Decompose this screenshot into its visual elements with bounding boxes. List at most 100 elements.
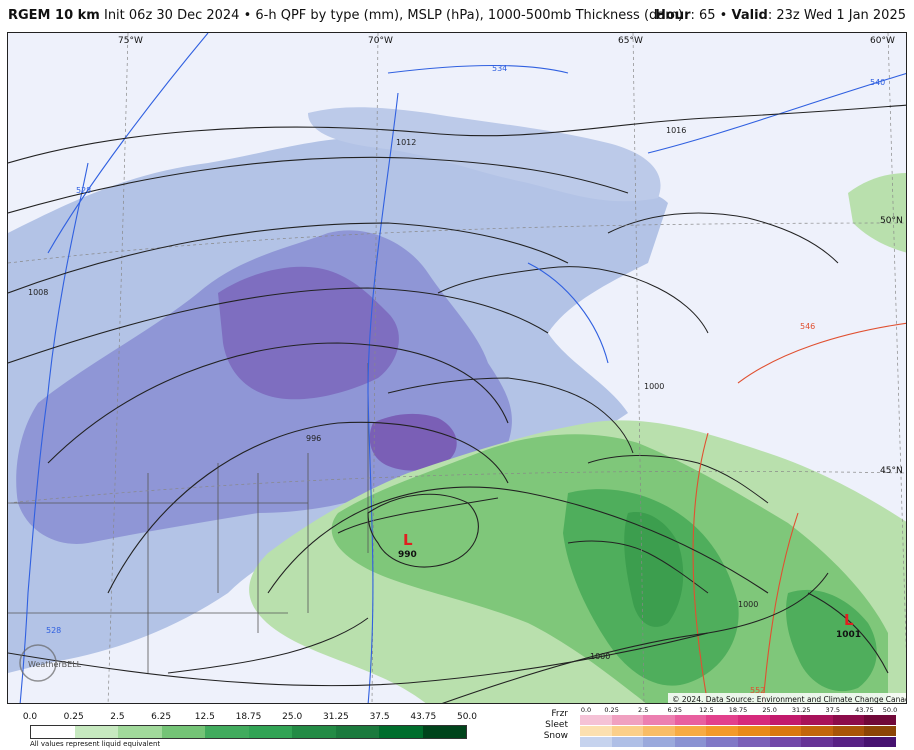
ptype-tick-label: 2.5 [638, 706, 649, 714]
model-name: RGEM 10 km [8, 8, 100, 23]
ptype-bar-snow [580, 737, 896, 747]
thickness-label: 534 [492, 64, 507, 73]
qpf-color-swatch [379, 726, 423, 738]
ptype-bar-frzr [580, 715, 896, 725]
map-canvas: 75°W 70°W 65°W 60°W 50°N 45°N 1012 1016 … [8, 33, 907, 704]
qpf-color-swatch [248, 726, 292, 738]
ptype-color-swatch [769, 726, 802, 736]
isobar-labels: 1012 1016 1008 996 1000 1000 1000 [28, 126, 758, 661]
low-letter: L [403, 531, 413, 549]
qpf-tick-label: 25.0 [282, 712, 303, 722]
ptype-color-swatch [801, 737, 833, 747]
ptype-color-swatch [706, 715, 738, 725]
qpf-color-swatch [74, 726, 118, 738]
qpf-tick-label: 37.5 [369, 712, 390, 722]
qpf-color-swatch [335, 726, 379, 738]
thickness-labels-warm: 546 552 [750, 322, 815, 695]
ptype-tick-label: 6.25 [667, 706, 683, 714]
ptype-label-frzr: Frzr [551, 709, 568, 719]
snow-area-heavy-2 [369, 413, 457, 471]
low-pressure-center-1001: L 1001 [836, 611, 861, 640]
ptype-tick-label: 12.5 [699, 706, 714, 714]
ptype-color-swatch [643, 737, 675, 747]
qpf-note: All values represent liquid equivalent [30, 740, 161, 748]
ptype-color-swatch [769, 737, 802, 747]
ptype-color-swatch [674, 726, 707, 736]
thickness-label: 528 [76, 186, 91, 195]
qpf-tick-label: 43.75 [410, 712, 437, 722]
thickness-blue [19, 33, 906, 703]
ptype-color-swatch [832, 715, 865, 725]
ptype-color-swatch [706, 737, 738, 747]
rain-area-light-east [848, 173, 906, 253]
qpf-tick-label: 0.25 [63, 712, 84, 722]
low-pressure-value: 990 [398, 550, 417, 560]
isobar-label: 1016 [666, 126, 686, 135]
graticule-labels: 75°W 70°W 65°W 60°W 50°N 45°N [118, 36, 903, 476]
ptype-color-swatch [801, 715, 833, 725]
qpf-color-swatch [31, 726, 75, 738]
ptype-color-swatch [580, 737, 612, 747]
qpf-tick-label: 31.25 [323, 712, 349, 722]
isobar-label: 1000 [644, 382, 664, 391]
rain-area-southeast [786, 589, 877, 692]
ptype-labels: Frzr Sleet Snow [508, 709, 568, 742]
qpf-color-swatch [118, 726, 162, 738]
thickness-label: 540 [870, 78, 885, 87]
ptype-label-snow: Snow [543, 731, 568, 741]
ptype-color-swatch [580, 715, 612, 725]
low-pressure-value: 1001 [836, 630, 861, 640]
qpf-legend: 0.0 0.25 2.5 6.25 12.5 18.75 25.0 31.25 37.5 43.7… [10, 708, 477, 748]
header-valid-time: Hour: 65 • Valid: 23z Wed 1 Jan 2025 [655, 8, 906, 23]
qpf-tick-labels: 0.0 0.25 2.5 6.25 12.5 18.75 25.0 31.25 37.5 43.7… [20, 712, 477, 724]
lon-label-65w: 65°W [618, 36, 643, 46]
ptype-color-swatch [611, 715, 644, 725]
isobar-label: 996 [306, 434, 321, 443]
graticule [8, 33, 906, 703]
ptype-tick-label: 43.75 [855, 706, 874, 714]
ptype-color-swatch [674, 715, 707, 725]
ptype-color-swatch [832, 726, 865, 736]
qpf-color-swatch [161, 726, 205, 738]
map-legend: 0.0 0.25 2.5 6.25 12.5 18.75 25.0 31.25 37.5 43.7… [0, 704, 914, 750]
lon-label-75w: 75°W [118, 36, 143, 46]
ptype-color-swatch [737, 737, 770, 747]
valid-label: Valid [731, 8, 768, 23]
lat-label-45n: 45°N [880, 466, 903, 476]
ptype-color-swatch [643, 715, 675, 725]
thickness-labels: 534 540 528 528 [46, 64, 885, 635]
ptype-bar-sleet [580, 726, 896, 736]
thickness-label: 528 [46, 626, 61, 635]
low-pressure-center-990: L 990 [398, 531, 417, 560]
ptype-color-swatch [801, 726, 833, 736]
ptype-color-swatch [864, 737, 896, 747]
ptype-tick-label: 25.0 [762, 706, 777, 714]
qpf-tick-label: 2.5 [110, 712, 125, 722]
rain-area-heavy-2 [624, 512, 684, 627]
run-description: Init 06z 30 Dec 2024 • 6-h QPF by type (… [103, 8, 683, 23]
ptype-color-swatch [737, 726, 770, 736]
watermark-text: WeatherBELL [28, 660, 82, 669]
ptype-color-swatch [643, 726, 675, 736]
ptype-color-swatch [580, 726, 612, 736]
ptype-color-swatch [611, 726, 644, 736]
ptype-tick-label: 31.25 [791, 706, 811, 714]
header-title: RGEM 10 km Init 06z 30 Dec 2024 • 6-h QP… [8, 8, 683, 23]
lon-label-60w: 60°W [870, 36, 895, 46]
data-credit: © 2024. Data Source: Environment and Cli… [672, 695, 907, 704]
ptype-legend: 0.0 0.25 2.5 6.25 12.5 18.75 25.0 31.25 37.5 43.7… [580, 706, 900, 748]
ptype-color-swatch [611, 737, 644, 747]
credit-backdrop [668, 693, 906, 703]
qpf-tick-label: 0.0 [22, 712, 38, 722]
ptype-color-swatch [706, 726, 738, 736]
qpf-color-swatch [292, 726, 336, 738]
ptype-tick-label: 18.75 [728, 706, 748, 714]
qpf-color-swatch [422, 726, 466, 738]
map-header: RGEM 10 km Init 06z 30 Dec 2024 • 6-h QP… [0, 0, 914, 32]
lat-label-50n: 50°N [880, 216, 903, 226]
weatherbell-logo: WeatherBELL [19, 644, 82, 682]
ptype-tick-label: 50.0 [882, 706, 898, 714]
low-letter: L [844, 611, 854, 629]
ptype-color-swatch [832, 737, 865, 747]
qpf-tick-label: 6.25 [151, 712, 172, 722]
